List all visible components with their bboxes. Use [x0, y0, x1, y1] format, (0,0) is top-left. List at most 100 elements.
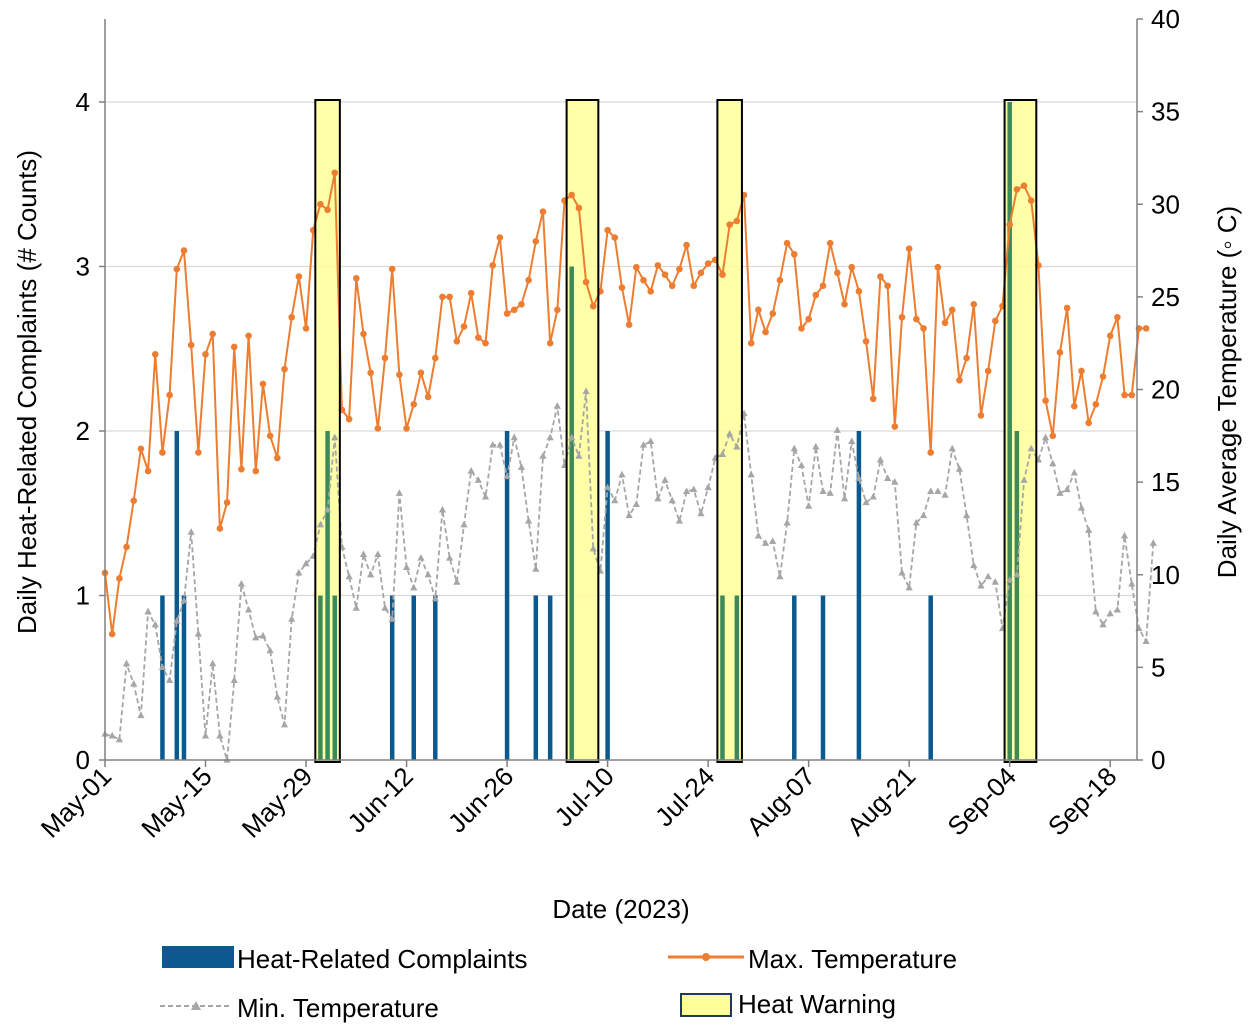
max-temperature-point: [475, 334, 482, 341]
min-temperature-point: [1020, 476, 1028, 483]
max-temperature-point: [266, 432, 274, 440]
max-temperature-point: [381, 354, 389, 362]
max-temperature-point: [1020, 182, 1028, 190]
max-temperature-point: [166, 391, 173, 399]
min-temperature-point: [1149, 539, 1157, 546]
max-temperature-point: [992, 317, 999, 325]
max-temperature-point: [489, 262, 497, 269]
min-temperature-point: [589, 544, 597, 552]
heat-warning-border: [314, 99, 341, 763]
legend-swatch-heat-warning: [680, 993, 732, 1017]
min-temperature-point: [718, 450, 727, 457]
legend-item-min-temperature: Min. Temperature: [160, 993, 439, 1023]
complaint-bar: [389, 595, 395, 760]
min-temperature-point: [137, 711, 145, 719]
min-temperature-point: [359, 550, 368, 557]
heat-warning-borders: [314, 99, 1038, 763]
max-temperature-point: [180, 247, 188, 254]
min-temperature-point: [611, 496, 619, 504]
min-temperature-point: [1027, 444, 1035, 452]
min-temperature-point: [209, 659, 217, 667]
min-temperature-point: [187, 528, 195, 535]
max-temperature-point: [1099, 373, 1107, 380]
min-temperature-point: [1128, 580, 1136, 587]
min-temperature-point: [1070, 468, 1078, 476]
max-temperature-point: [618, 284, 626, 291]
max-temperature-point: [819, 282, 827, 290]
max-temperature-point: [1006, 221, 1013, 228]
max-temperature-point: [503, 310, 511, 317]
min-temperature-point: [438, 505, 447, 513]
max-temperature-point: [431, 354, 439, 362]
complaint-bar: [856, 431, 862, 760]
max-temperature-point: [259, 380, 267, 388]
max-temperature-point: [604, 226, 611, 234]
max-temperature-point: [625, 321, 633, 328]
max-temperature-point: [223, 499, 231, 506]
min-temperature-point: [158, 663, 167, 670]
x-tick-label: Jun-26: [442, 761, 519, 838]
max-temperature-point: [934, 263, 942, 271]
legend-label-complaints: Heat-Related Complaints: [237, 944, 527, 974]
complaint-bar: [411, 595, 416, 760]
min-temperature-point: [632, 500, 640, 507]
min-temperature-point: [761, 539, 770, 546]
min-temperature-point: [474, 476, 482, 483]
left-tick-label: 0: [76, 745, 90, 775]
max-temperature-point: [769, 310, 777, 317]
min-temperature-point: [352, 604, 360, 611]
min-temperature-point: [122, 659, 131, 667]
min-temperature-point: [525, 517, 533, 524]
max-temperature-point: [295, 273, 303, 280]
max-temperature-point: [252, 467, 260, 475]
min-temperature-point: [144, 607, 152, 615]
max-temperature-point: [589, 302, 597, 310]
min-temperature-point: [1077, 504, 1086, 511]
min-temperature-point: [517, 463, 526, 470]
max-temperature-point: [798, 325, 805, 332]
min-temperature-point: [812, 442, 820, 450]
right-tick-label: 40: [1151, 4, 1180, 34]
max-temperature-point: [137, 445, 145, 453]
min-temperature-point: [553, 402, 561, 409]
max-temperature-point: [1128, 391, 1136, 399]
min-temperature-point: [237, 580, 246, 587]
min-temperature-point: [733, 442, 741, 450]
right-tick-label: 5: [1151, 652, 1165, 682]
complaint-bar: [792, 595, 797, 760]
min-temperature-point: [783, 518, 791, 526]
min-temperature-point: [201, 731, 210, 739]
max-temperature-point: [388, 265, 396, 273]
complaint-bar: [569, 266, 574, 760]
min-temperature-point: [395, 489, 403, 496]
right-tick-label: 25: [1151, 282, 1180, 312]
min-temperature-point: [891, 478, 899, 485]
max-temperature-point: [554, 306, 561, 314]
max-temperature-point: [719, 271, 726, 278]
max-temperature-point: [1092, 401, 1100, 408]
min-temperature-point: [1063, 485, 1071, 493]
min-temperature-point: [568, 433, 576, 441]
legend-label-heat-warning: Heat Warning: [738, 989, 896, 1019]
heat-warning-border: [1003, 99, 1038, 763]
min-temperature-point: [489, 441, 497, 448]
max-temperature-point: [123, 543, 130, 551]
min-temperature-point: [331, 433, 339, 441]
min-temperature-point: [1085, 526, 1093, 533]
min-temperature-line: [104, 391, 1155, 761]
min-temperature-point: [173, 617, 181, 624]
min-temperature-point: [955, 465, 964, 472]
max-temperature-point: [640, 276, 647, 284]
min-temperature-point: [675, 517, 683, 524]
max-temperature-point: [762, 328, 769, 336]
max-temperature-point: [460, 323, 468, 330]
legend-item-max-temperature: Max. Temperature: [668, 944, 957, 974]
max-temperature-point: [568, 191, 575, 199]
max-temperature-point: [525, 276, 532, 284]
max-temperature-point: [453, 338, 461, 345]
x-tick-label: May-29: [236, 761, 319, 844]
min-temperature-point: [345, 572, 353, 580]
right-tick-label: 0: [1151, 745, 1165, 775]
